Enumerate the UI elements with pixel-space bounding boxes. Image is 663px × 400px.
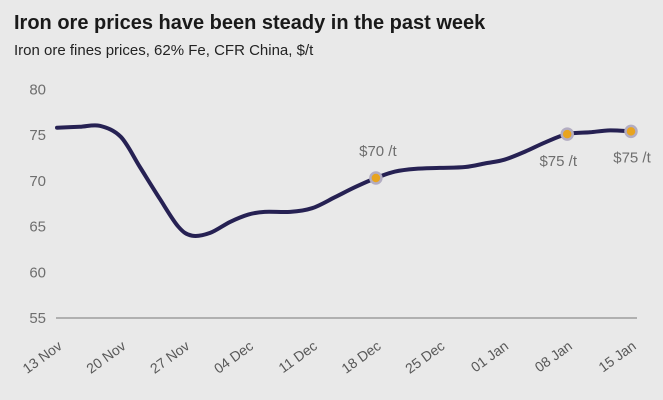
x-tick-label: 01 Jan [468,337,511,375]
x-tick-label: 08 Jan [532,337,575,375]
x-tick-label: 25 Dec [402,337,447,376]
y-tick-label: 70 [29,173,46,190]
price-annotation-label: $70 /t [359,143,397,160]
price-line [55,123,633,238]
x-tick-label: 15 Jan [595,337,638,375]
x-tick-label: 11 Dec [275,337,319,375]
chart-title: Iron ore prices have been steady in the … [14,12,486,34]
price-annotation-label: $75 /t [539,153,577,170]
y-tick-label: 75 [29,127,46,144]
chart-subtitle: Iron ore fines prices, 62% Fe, CFR China… [14,42,314,59]
x-tick-label: 18 Dec [338,337,383,376]
x-tick-label: 13 Nov [19,337,64,376]
x-tick-label: 04 Dec [211,337,256,376]
chart-header: Iron ore prices have been steady in the … [14,12,653,60]
y-tick-label: 65 [29,219,46,236]
y-tick-label: 55 [29,310,46,327]
price-annotation-label: $75 /t [613,149,651,166]
data-point-marker [369,171,383,185]
y-tick-label: 80 [29,81,46,98]
data-point-marker [624,124,638,139]
x-tick-label: 27 Nov [147,337,192,376]
data-point-marker [560,127,574,141]
x-tick-label: 20 Nov [83,337,128,376]
y-tick-label: 60 [29,264,46,281]
